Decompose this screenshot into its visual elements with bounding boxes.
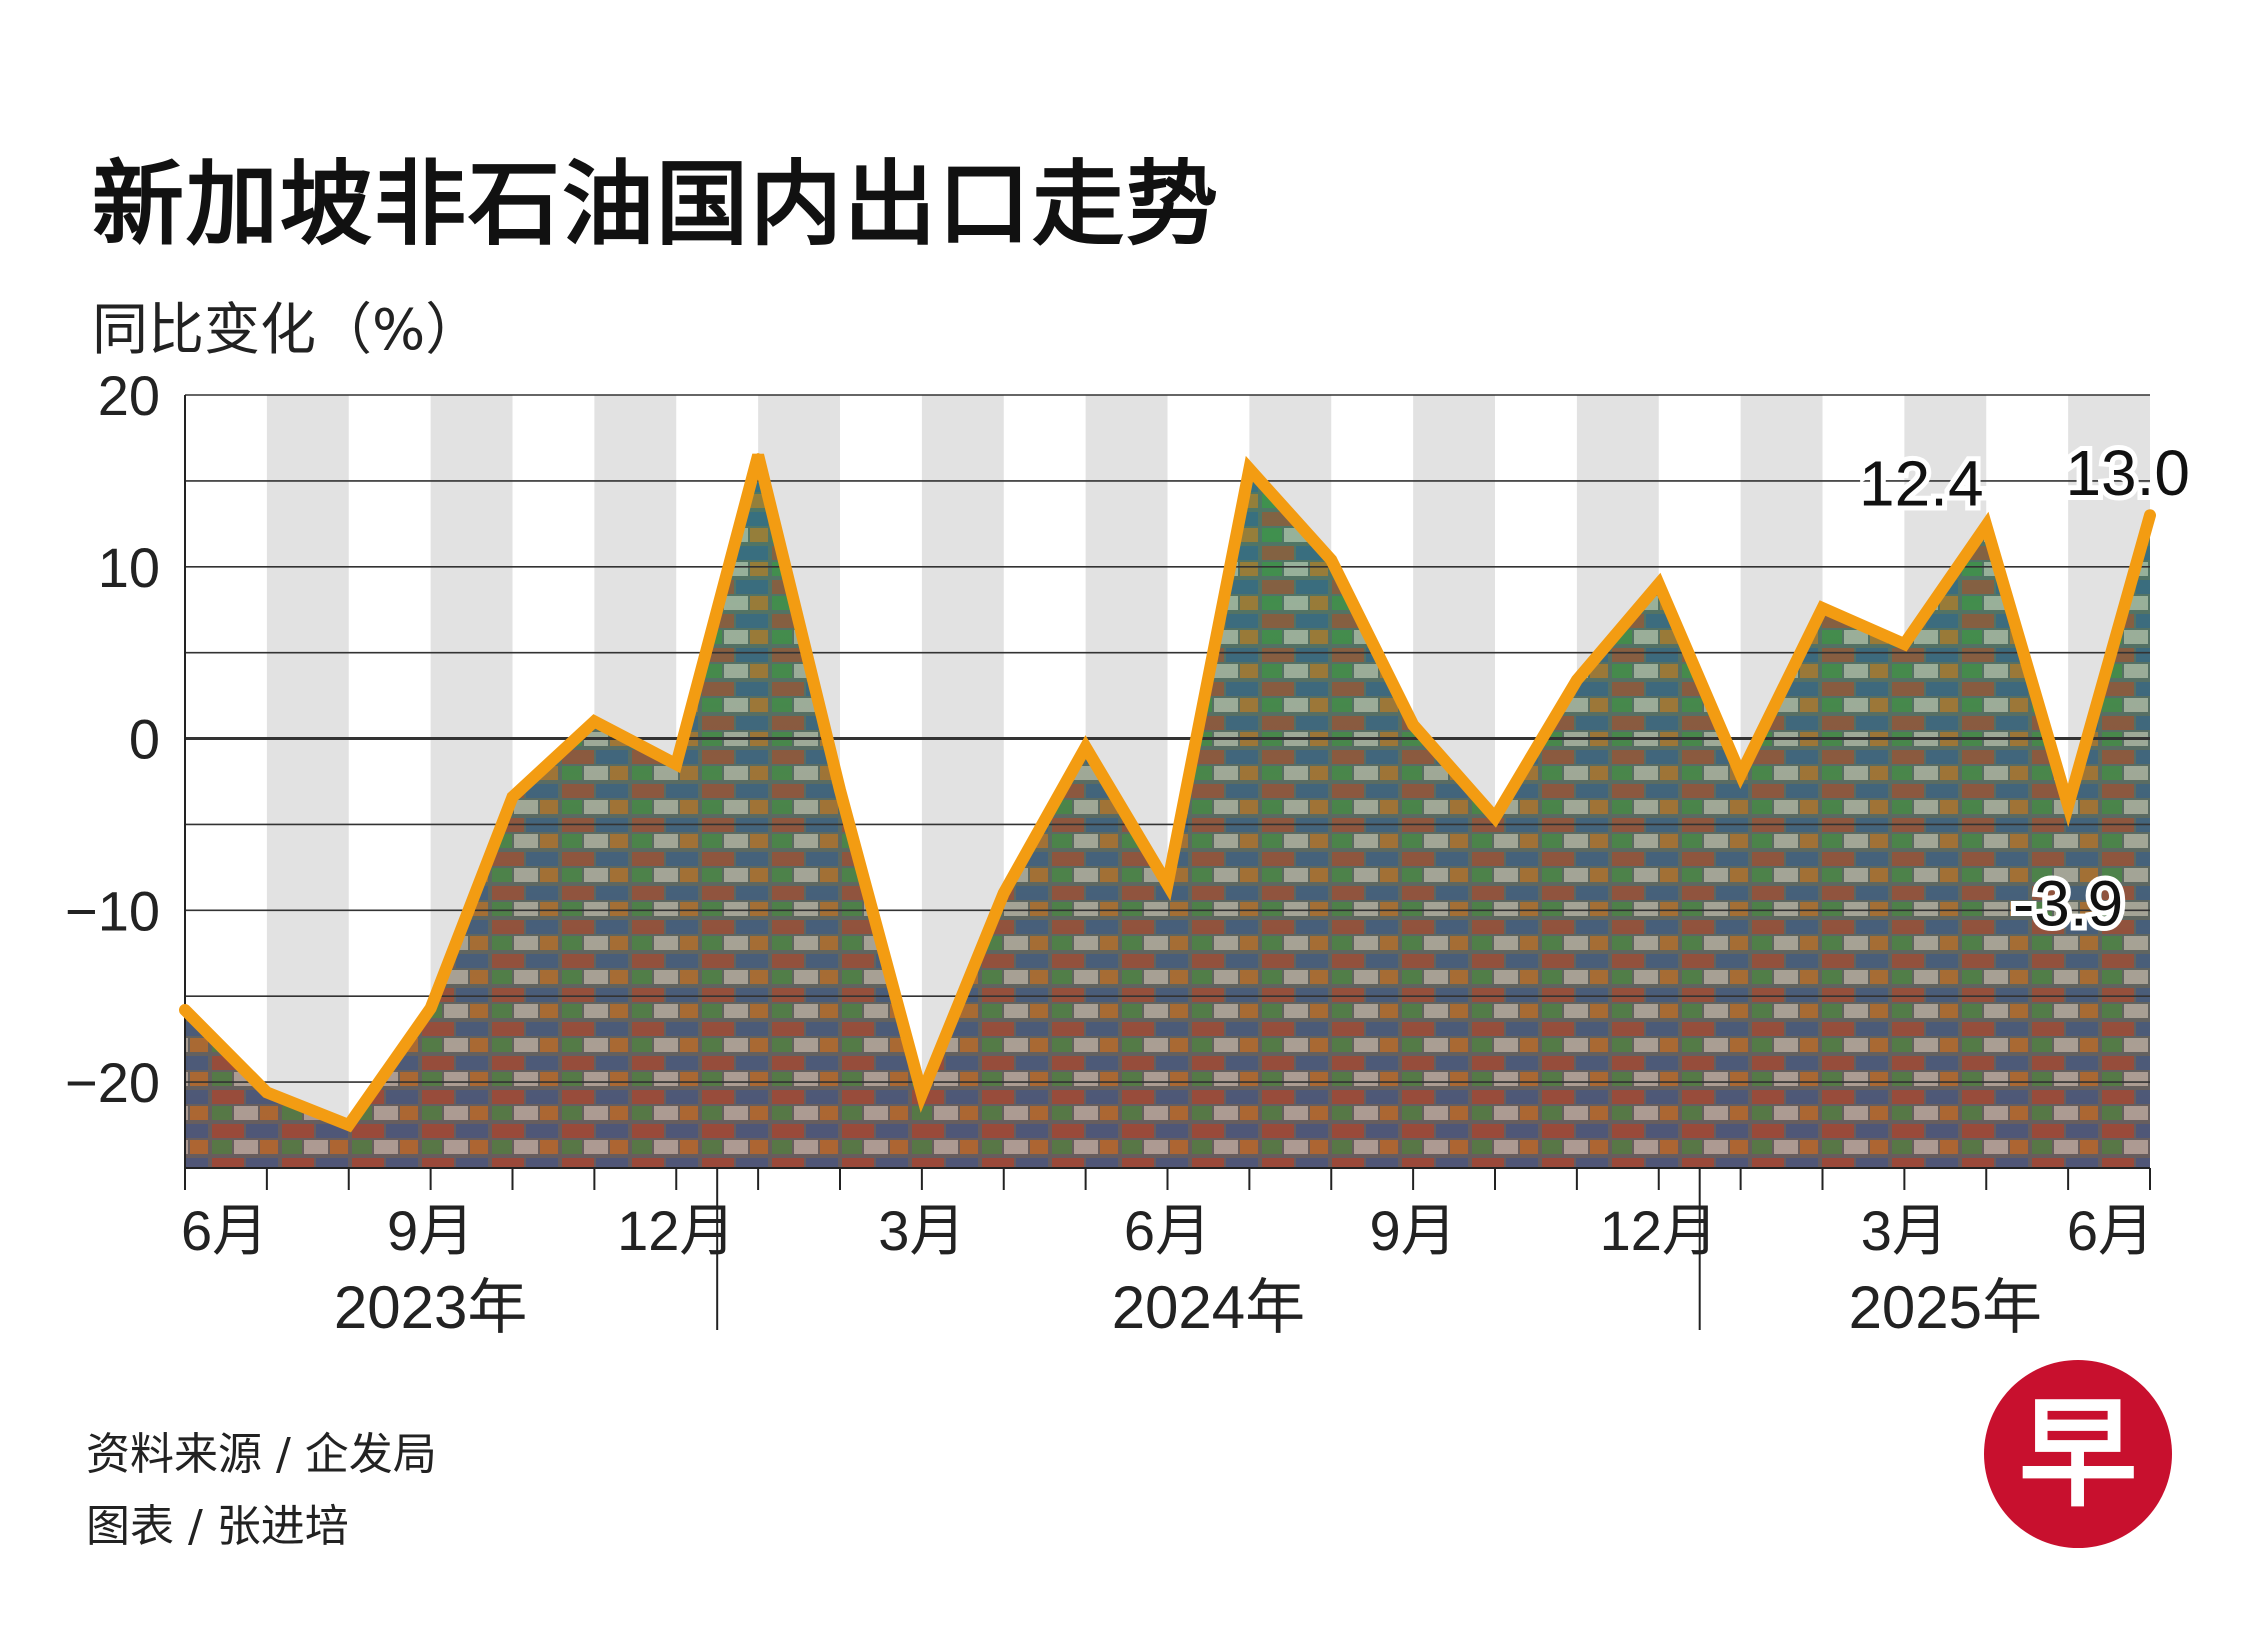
data-point (1493, 815, 1497, 820)
y-tick-label: 10 (98, 536, 160, 599)
data-point (838, 788, 842, 793)
data-point (1738, 772, 1743, 777)
month-band (266, 395, 349, 1168)
data-labels: 12.4 -3.9 13.0 (1854, 432, 2195, 944)
data-point (1656, 581, 1661, 586)
data-label: 13.0 (2065, 437, 2190, 509)
data-label: 12.4 (1859, 448, 1984, 520)
x-tick-label: 9月 (1370, 1199, 1457, 1262)
data-point (1820, 606, 1825, 611)
data-point (1083, 745, 1088, 750)
year-label: 2024年 (1112, 1274, 1305, 1341)
data-point (1329, 557, 1334, 562)
source-note: 资料来源 / 企发局 (86, 1429, 437, 1480)
tick-labels: 20 10 0 −10 −20 6月 9月 12月 3月 6月 9月 12月 3月 6月 2023年 2024… (65, 364, 2154, 1341)
data-point (1001, 891, 1006, 896)
y-tick-label: −10 (65, 879, 160, 942)
x-tick-label: 6月 (1124, 1199, 1211, 1262)
y-tick-label: 0 (129, 708, 160, 771)
data-point (346, 1123, 351, 1128)
data-label: -3.9 (2013, 868, 2123, 940)
x-tick-label: 3月 (1861, 1199, 1948, 1262)
x-tick-label: 9月 (387, 1199, 474, 1262)
data-point (756, 453, 761, 458)
data-point (1902, 642, 1907, 647)
data-point (1165, 882, 1170, 887)
data-point (2148, 513, 2152, 518)
logo-glyph: 早 (2018, 1384, 2137, 1523)
data-point (1411, 722, 1416, 727)
data-point (2066, 803, 2071, 808)
data-point (510, 794, 515, 799)
credit-note: 图表 / 张进培 (86, 1501, 349, 1552)
data-point (1984, 523, 1989, 528)
series-line (179, 453, 2156, 1133)
data-point (428, 1006, 433, 1011)
y-tick-label: 20 (98, 364, 160, 427)
year-label: 2025年 (1849, 1274, 2042, 1341)
axes (184, 395, 2151, 1330)
x-tick-label: 12月 (617, 1199, 735, 1262)
y-axis-label: 同比变化（%） (92, 298, 482, 363)
x-tick-label: 6月 (181, 1199, 268, 1262)
data-point (264, 1090, 269, 1095)
brand-logo: 早 (1984, 1360, 2172, 1548)
x-tick-label: 6月 (2067, 1199, 2154, 1262)
container-texture (185, 455, 2150, 1168)
chart-title: 新加坡非石油国内出口走势 (92, 151, 1221, 258)
grid-lines (185, 394, 2150, 1083)
data-point (919, 1092, 924, 1097)
x-tick-label: 3月 (878, 1199, 965, 1262)
x-tick-label: 12月 (1600, 1199, 1718, 1262)
y-tick-label: −20 (65, 1051, 160, 1114)
data-point (592, 719, 597, 724)
data-point (183, 1007, 187, 1012)
data-point (1574, 678, 1579, 683)
data-point (674, 762, 679, 767)
year-label: 2023年 (334, 1274, 527, 1341)
data-point (1247, 466, 1252, 471)
container-photo-fill (185, 455, 2150, 1168)
